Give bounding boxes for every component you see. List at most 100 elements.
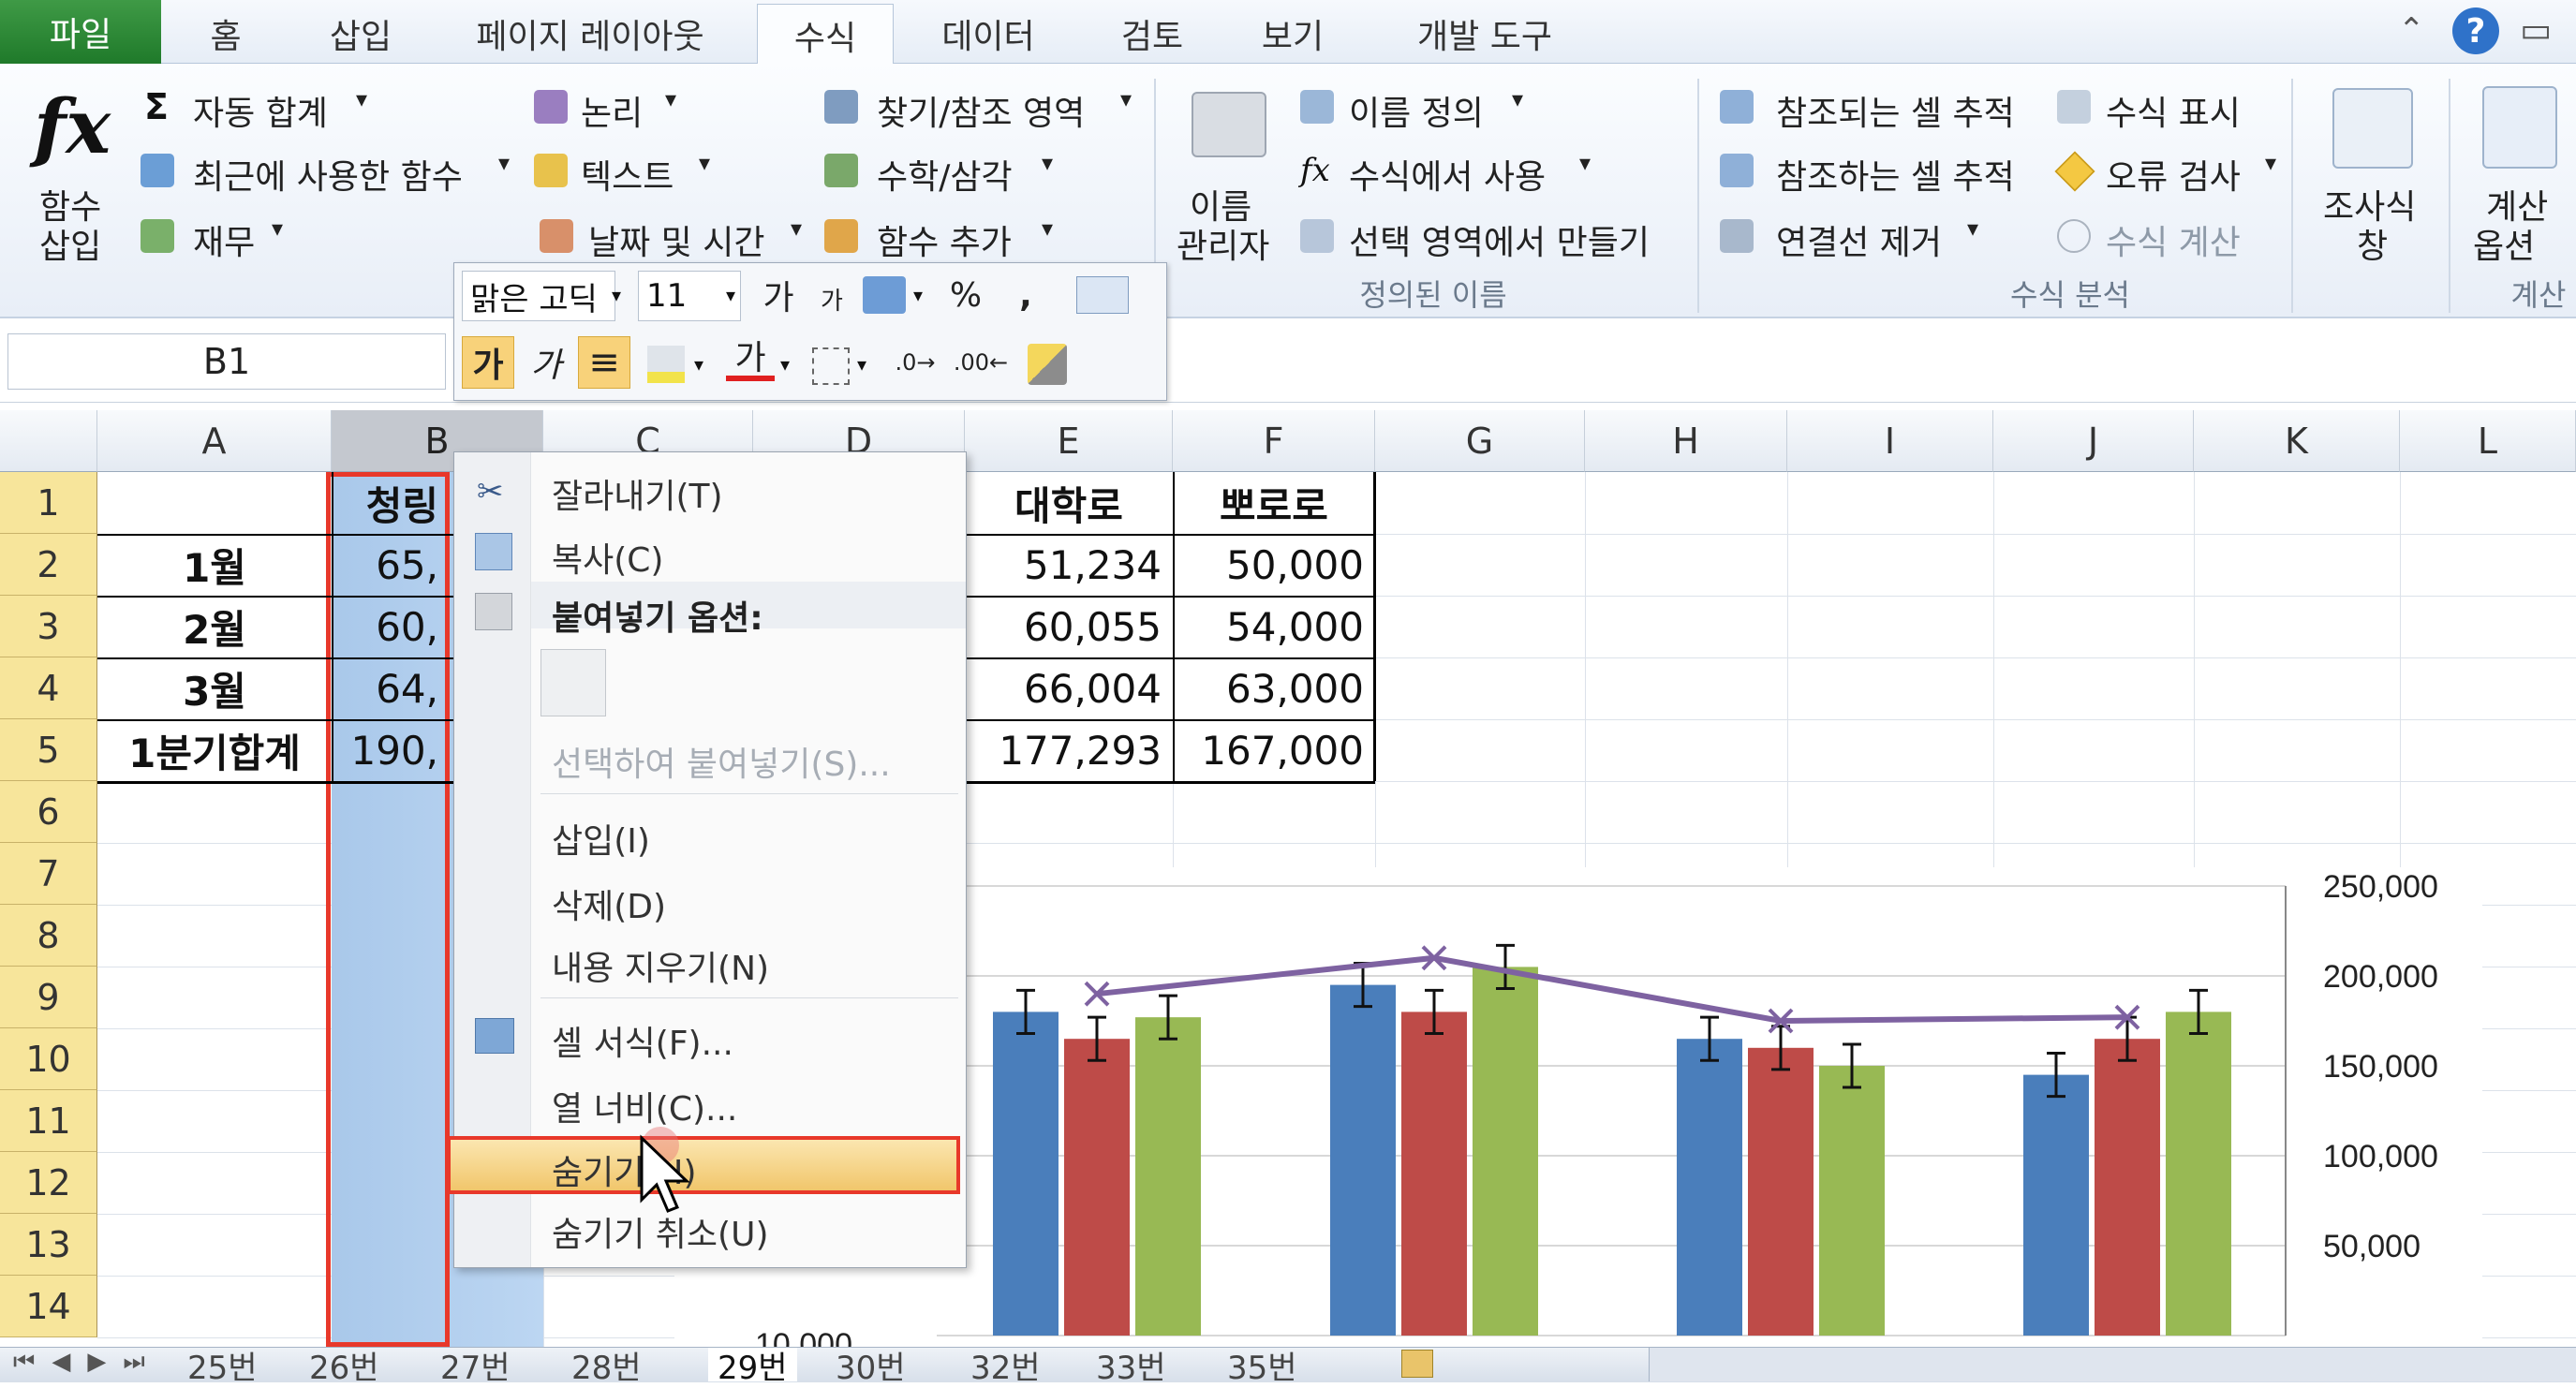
column-header-a[interactable]: A	[97, 410, 332, 472]
sheet-tab-2[interactable]: 26번	[309, 1349, 379, 1387]
chevron-down-icon[interactable]: ▾	[612, 284, 622, 306]
more-functions-button[interactable]: 함수 추가	[877, 224, 1012, 262]
cell-f1[interactable]: 뽀로로	[1220, 482, 1328, 529]
cell-f5[interactable]: 167,000	[1201, 727, 1364, 774]
horizontal-scrollbar[interactable]	[1649, 1348, 2576, 1381]
lookup-button[interactable]: 찾기/참조 영역	[877, 95, 1086, 133]
italic-button[interactable]: 가	[530, 347, 562, 385]
column-header-j[interactable]: J	[1993, 410, 2194, 472]
tab-view[interactable]: 보기	[1261, 18, 1325, 56]
watch-window-label[interactable]: 조사식	[2323, 188, 2417, 227]
sheet-tab-1[interactable]: 25번	[187, 1349, 258, 1387]
increase-decimal-icon[interactable]: .0→	[895, 349, 936, 376]
cell-f3[interactable]: 54,000	[1226, 603, 1364, 650]
column-header-g[interactable]: G	[1375, 410, 1585, 472]
tab-home[interactable]: 홈	[210, 18, 242, 56]
menu-item-unhide[interactable]: 숨기기 취소(U)	[552, 1216, 769, 1254]
column-header-e[interactable]: E	[965, 410, 1173, 472]
chevron-down-icon[interactable]: ▾	[1120, 86, 1133, 112]
fx-icon[interactable]: fx	[34, 82, 111, 170]
row-header-9[interactable]: 9	[0, 967, 97, 1028]
logical-button[interactable]: 논리	[581, 95, 644, 133]
menu-item-delete[interactable]: 삭제(D)	[552, 888, 667, 926]
column-header-i[interactable]: I	[1787, 410, 1993, 472]
chevron-down-icon[interactable]: ▾	[1042, 150, 1054, 176]
chevron-down-icon[interactable]: ▾	[791, 215, 803, 242]
cell-b3[interactable]: 60,	[376, 603, 438, 650]
cell-b4[interactable]: 64,	[376, 665, 438, 712]
cell-e4[interactable]: 66,004	[1024, 665, 1162, 712]
trace-dependents-button[interactable]: 참조하는 셀 추적	[1776, 158, 2015, 197]
recent-functions-button[interactable]: 최근에 사용한 함수	[193, 158, 463, 197]
tab-developer[interactable]: 개발 도구	[1417, 18, 1552, 56]
column-header-h[interactable]: H	[1585, 410, 1787, 472]
chevron-down-icon[interactable]: ▾	[857, 353, 867, 376]
row-header-12[interactable]: 12	[0, 1152, 97, 1214]
fill-color-icon[interactable]	[647, 346, 685, 383]
menu-item-column-width[interactable]: 열 너비(C)...	[552, 1090, 738, 1129]
accounting-format-icon[interactable]	[863, 276, 906, 314]
cell-e5[interactable]: 177,293	[999, 727, 1162, 774]
create-from-selection-button[interactable]: 선택 영역에서 만들기	[1349, 224, 1650, 262]
watch-window-icon[interactable]	[2332, 88, 2413, 169]
borders-icon[interactable]	[812, 347, 850, 385]
error-checking-button[interactable]: 오류 검사	[2106, 158, 2241, 197]
calculation-options-label2[interactable]: 옵션	[2473, 228, 2536, 266]
cell-a5[interactable]: 1분기합계	[128, 730, 301, 776]
chevron-down-icon[interactable]: ▾	[726, 284, 736, 306]
row-header-11[interactable]: 11	[0, 1090, 97, 1152]
cell-f2[interactable]: 50,000	[1226, 541, 1364, 588]
chevron-down-icon[interactable]: ▾	[1579, 150, 1591, 176]
comma-style-button[interactable]: ,	[1019, 275, 1032, 315]
grow-font-icon[interactable]: 가	[762, 279, 794, 317]
name-box[interactable]: B1	[7, 333, 446, 390]
decrease-decimal-icon[interactable]: .00←	[953, 349, 1009, 376]
cell-b2[interactable]: 65,	[376, 541, 438, 588]
column-header-k[interactable]: K	[2194, 410, 2400, 472]
font-color-icon[interactable]: 가	[726, 334, 775, 381]
cell-a3[interactable]: 2월	[183, 606, 246, 653]
chevron-down-icon[interactable]: ▾	[1967, 215, 1979, 242]
column-header-l[interactable]: L	[2400, 410, 2576, 472]
chevron-down-icon[interactable]: ▾	[694, 353, 704, 376]
cell-a2[interactable]: 1월	[183, 544, 246, 591]
tab-data[interactable]: 데이터	[941, 18, 1035, 56]
row-header-1[interactable]: 1	[0, 472, 97, 534]
chevron-down-icon[interactable]: ▾	[780, 353, 791, 376]
menu-item-paste-special[interactable]: 선택하여 붙여넣기(S)...	[552, 746, 891, 784]
sheet-nav-arrows[interactable]: ⏮◀▶⏭	[13, 1348, 162, 1376]
sheet-tab-7[interactable]: 32번	[970, 1349, 1041, 1387]
cell-b1[interactable]: 청링	[365, 482, 438, 529]
calculation-options-icon[interactable]	[2482, 86, 2557, 169]
use-in-formula-button[interactable]: 수식에서 사용	[1349, 158, 1547, 197]
bold-button[interactable]: 가	[462, 336, 514, 389]
row-header-4[interactable]: 4	[0, 657, 97, 719]
menu-item-insert[interactable]: 삽입(I)	[552, 822, 650, 861]
trace-precedents-button[interactable]: 참조되는 셀 추적	[1776, 95, 2015, 133]
column-header-f[interactable]: F	[1173, 410, 1375, 472]
calculation-options-label[interactable]: 계산	[2486, 188, 2549, 227]
minimize-ribbon-icon[interactable]: ⌃	[2398, 11, 2425, 49]
minimize-icon[interactable]: ▭	[2520, 11, 2553, 50]
shrink-font-icon[interactable]: 가	[821, 287, 843, 316]
cell-e2[interactable]: 51,234	[1024, 541, 1162, 588]
autosum-button[interactable]: 자동 합계	[193, 95, 328, 133]
row-header-2[interactable]: 2	[0, 534, 97, 596]
tab-file[interactable]: 파일	[0, 0, 161, 64]
tab-page-layout[interactable]: 페이지 레이아웃	[476, 18, 704, 56]
name-manager-label[interactable]: 이름	[1190, 188, 1252, 227]
help-icon[interactable]: ?	[2452, 7, 2499, 54]
combo-chart[interactable]: 250,000 200,000 150,000 100,000 50,000 10,000	[674, 867, 2482, 1347]
math-trig-button[interactable]: 수학/삼각	[877, 158, 1013, 197]
tab-review[interactable]: 검토	[1120, 18, 1184, 56]
tab-insert[interactable]: 삽입	[329, 18, 392, 56]
sheet-tab-3[interactable]: 27번	[440, 1349, 511, 1387]
financial-button[interactable]: 재무	[193, 224, 256, 262]
chevron-down-icon[interactable]: ▾	[699, 150, 711, 176]
row-header-3[interactable]: 3	[0, 596, 97, 657]
menu-item-cut[interactable]: 잘라내기(T)	[552, 478, 723, 516]
font-size-dropdown[interactable]: 11	[638, 271, 741, 321]
row-header-13[interactable]: 13	[0, 1214, 97, 1276]
name-manager-label2[interactable]: 관리자	[1177, 228, 1270, 266]
sheet-tab-8[interactable]: 33번	[1096, 1349, 1166, 1387]
